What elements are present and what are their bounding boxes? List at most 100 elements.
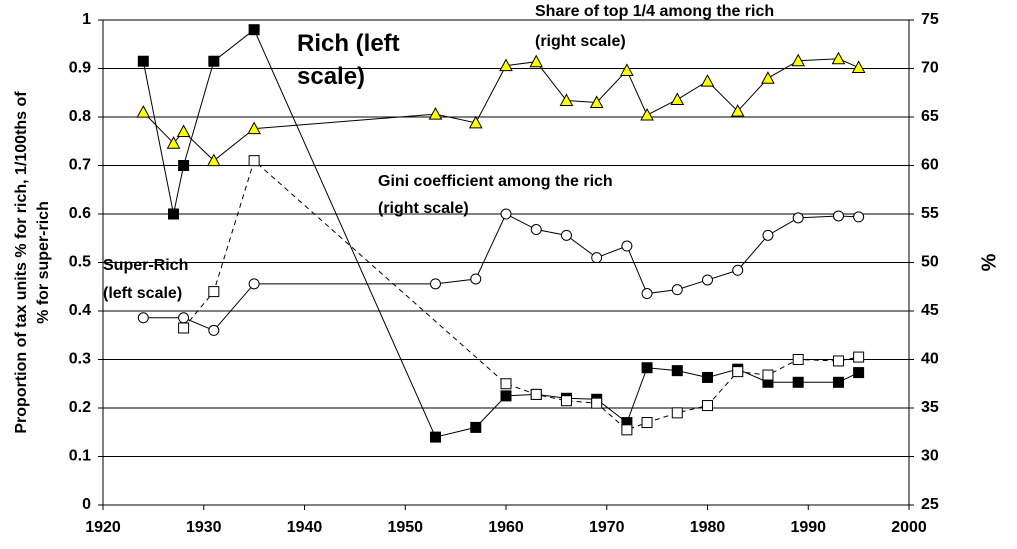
marker (792, 354, 804, 365)
marker (620, 63, 634, 76)
series-annotation-line: Share of top 1/4 among the rich (535, 3, 774, 20)
y-tick-label: 0.8 (69, 108, 91, 125)
y-tick-label: 0.6 (69, 205, 91, 222)
y2-tick-label: 50 (921, 254, 939, 271)
x-tick-label: 1940 (287, 519, 323, 536)
series-annotation-line: (right scale) (378, 200, 469, 217)
series-line (183, 159, 859, 431)
marker (468, 115, 483, 129)
y-tick-label: 0.9 (69, 60, 91, 77)
marker (208, 286, 220, 298)
marker (559, 93, 574, 107)
series-line (142, 58, 859, 162)
y-tick-label: 0.4 (69, 302, 91, 319)
y2-tick-label: 25 (921, 496, 939, 513)
marker (247, 121, 261, 135)
y-tick-label: 0.7 (69, 157, 91, 174)
marker (470, 421, 482, 433)
marker (640, 108, 654, 121)
marker (428, 107, 443, 120)
marker (248, 155, 260, 167)
marker (853, 351, 865, 363)
marker (641, 362, 653, 374)
marker (762, 229, 774, 241)
x-tick-label: 2000 (891, 519, 927, 536)
series-annotation-line: (left scale) (103, 285, 182, 302)
marker (702, 400, 713, 412)
marker (791, 53, 806, 67)
marker (730, 104, 745, 117)
y-tick-label: 1 (82, 11, 91, 28)
marker (621, 240, 633, 252)
series-annotation: Super-Rich (left scale) (103, 257, 188, 302)
marker (137, 55, 149, 67)
y-axis-title-line: Proportion of tax units % for rich, 1/10… (13, 91, 30, 434)
series-annotation-line: (right scale) (535, 33, 626, 50)
series-annotation-line: scale) (297, 63, 365, 90)
marker (670, 92, 685, 106)
y-axis-title: Proportion of tax units % for rich, 1/10… (13, 91, 52, 434)
marker (178, 322, 190, 334)
marker (831, 51, 846, 65)
y2-tick-label: 35 (921, 399, 939, 416)
y2-tick-label: 40 (921, 351, 939, 368)
marker (832, 355, 844, 367)
marker (137, 312, 149, 324)
marker (761, 71, 775, 84)
marker (499, 58, 513, 72)
y2-axis-title: % (978, 253, 1000, 271)
marker (851, 60, 866, 74)
marker (470, 273, 482, 285)
y-axis-title-line: % for super-rich (35, 201, 52, 324)
plot-frame (102, 19, 910, 506)
marker (248, 24, 260, 36)
marker (529, 54, 544, 68)
marker (530, 388, 542, 400)
marker (208, 324, 220, 336)
y-tick-label: 0.2 (69, 399, 91, 416)
x-tick-label: 1970 (589, 519, 625, 536)
marker (853, 211, 865, 223)
marker (589, 95, 604, 108)
y2-tick-label: 30 (921, 448, 939, 465)
y2-tick-label: 65 (921, 108, 939, 125)
y2-tick-label: 45 (921, 302, 939, 319)
marker (530, 224, 542, 236)
marker (208, 55, 220, 67)
x-tick-label: 1990 (790, 519, 826, 536)
y2-tick-label: 70 (921, 60, 939, 77)
y-tick-label: 0.1 (69, 448, 91, 465)
marker (560, 229, 572, 241)
y-tick-label: 0 (82, 496, 91, 513)
marker (429, 278, 441, 290)
y2-tick-label: 60 (921, 157, 939, 174)
y2-tick-label: 55 (921, 205, 939, 222)
marker (853, 367, 865, 379)
y2-tick-label: 75 (921, 11, 939, 28)
marker (248, 278, 260, 290)
marker (500, 390, 512, 402)
marker (178, 312, 190, 324)
marker (206, 153, 221, 167)
series-annotation-line: Super-Rich (103, 257, 188, 274)
y-tick-label: 0.5 (69, 254, 91, 271)
marker (500, 378, 512, 390)
marker (500, 208, 512, 220)
marker (702, 371, 713, 383)
marker (178, 160, 190, 171)
series-line (143, 213, 859, 332)
series-annotation: Share of top 1/4 among the rich (right sc… (535, 3, 774, 50)
marker (762, 369, 774, 381)
marker (792, 212, 804, 224)
marker (832, 210, 844, 222)
marker (732, 264, 744, 276)
x-tick-label: 1920 (85, 519, 121, 536)
series-line (142, 28, 859, 438)
x-tick-label: 1950 (387, 519, 423, 536)
marker (591, 397, 603, 409)
series-annotation-line: Gini coefficient among the rich (378, 173, 613, 190)
x-tick-label: 1980 (690, 519, 726, 536)
marker (702, 274, 713, 286)
series-annotation: Rich (left scale) (297, 30, 400, 90)
